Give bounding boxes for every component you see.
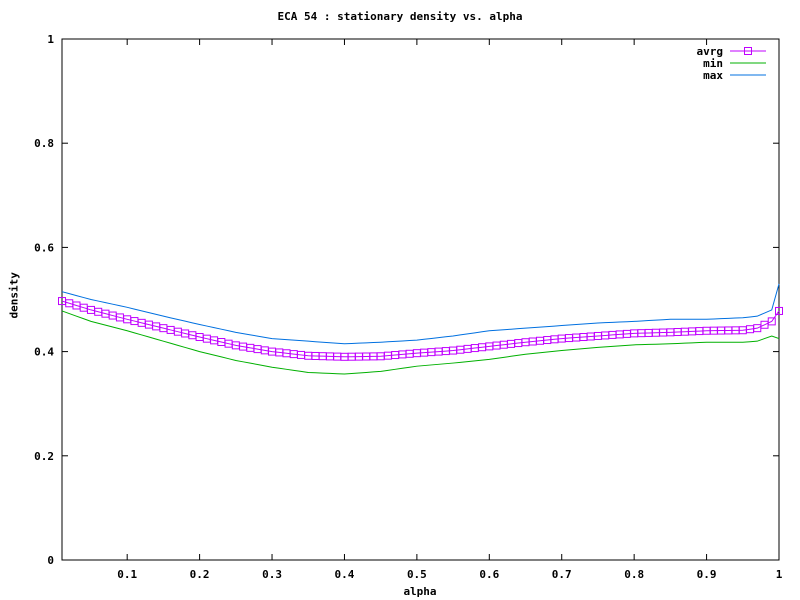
series-line-max: [61, 283, 780, 345]
x-tick-label: 0.8: [624, 568, 644, 581]
x-tick-label: 0.5: [407, 568, 427, 581]
x-axis-label: alpha: [403, 585, 437, 598]
plot-frame: [61, 38, 780, 561]
y-tick-label: 0.2: [34, 450, 54, 463]
x-tick-label: 0.6: [479, 568, 499, 581]
x-tick-label: 0.3: [262, 568, 282, 581]
legend-marker-icon: [744, 47, 752, 55]
x-tick-label: 0.4: [335, 568, 355, 581]
legend-label-min: min: [703, 57, 723, 70]
legend-label-max: max: [703, 69, 723, 82]
data-marker: [775, 306, 783, 315]
legend-label-avrg: avrg: [697, 45, 724, 58]
chart-title: ECA 54 : stationary density vs. alpha: [277, 10, 523, 23]
x-tick-label: 0.1: [117, 568, 137, 581]
y-tick-label: 0: [47, 554, 54, 567]
data-marker: [767, 317, 776, 326]
x-tick-label: 0.7: [552, 568, 572, 581]
x-tick-label: 0.9: [697, 568, 717, 581]
series-line-min: [61, 310, 780, 375]
y-tick-label: 0.8: [34, 137, 54, 150]
y-tick-label: 0.4: [34, 346, 54, 359]
y-tick-label: 1: [47, 33, 54, 46]
x-tick-label: 1: [776, 568, 783, 581]
x-tick-label: 0.2: [190, 568, 210, 581]
y-tick-label: 0.6: [34, 241, 54, 254]
